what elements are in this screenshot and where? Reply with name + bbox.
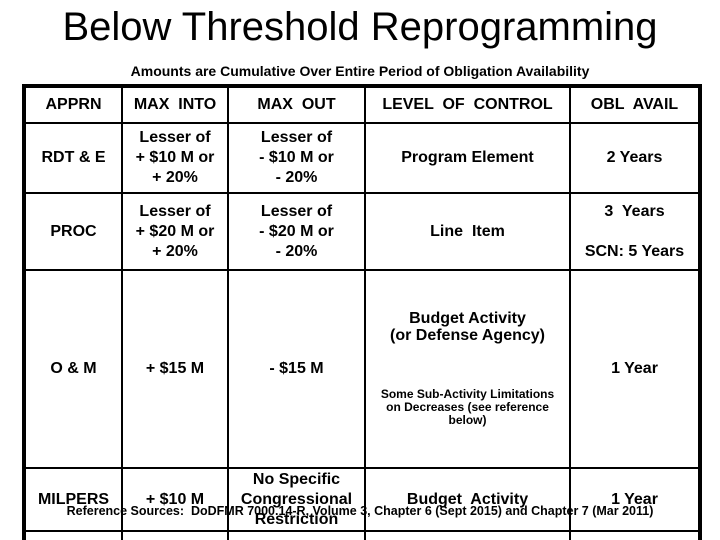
cell-apprn: MILCON	[23, 530, 123, 540]
cell-apprn: MILPERS	[23, 467, 123, 533]
cell-obl-avail: 2 Years	[569, 122, 701, 194]
table-row-milpers: MILPERS + $10 M No Specific Congressiona…	[23, 467, 701, 533]
cell-obl-avail: 3 Years SCN: 5 Years	[569, 192, 701, 271]
control-main-text: Budget Activity (or Defense Agency)	[390, 310, 545, 344]
header-max-out: MAX OUT	[227, 85, 366, 124]
reference-sources-note: Reference Sources: DoDFMR 7000.14-R, Vol…	[66, 504, 654, 518]
cell-apprn: PROC	[23, 192, 123, 271]
cell-max-into: + $10 M	[121, 467, 229, 533]
header-apprn: APPRN	[23, 85, 123, 124]
cell-apprn: O & M	[23, 268, 123, 470]
btr-table: APPRN MAX INTO MAX OUT LEVEL OF CONTROL …	[22, 84, 702, 540]
cell-obl-avail: 1 Year	[569, 467, 701, 533]
control-note-text: Some Sub-Activity Limitations on Decreas…	[380, 386, 555, 427]
header-max-into: MAX INTO	[121, 85, 229, 124]
table-row-rdte: RDT & E Lesser of + $10 M or + 20% Lesse…	[23, 122, 701, 194]
cell-level-of-control: Budget Activity (or Defense Agency) Some…	[364, 268, 571, 470]
cell-level-of-control: Line Item	[364, 192, 571, 271]
cell-level-of-control: Program Element	[364, 122, 571, 194]
cell-max-out: No Specific Congressional Restriction	[227, 530, 366, 540]
cell-max-out: No Specific Congressional Restriction	[227, 467, 366, 533]
cell-obl-avail: 5 Years	[569, 530, 701, 540]
header-obl-avail: OBL AVAIL	[569, 85, 701, 124]
cell-max-out: Lesser of - $10 M or - 20%	[227, 122, 366, 194]
table-row-milcon: MILCON Lesser of + $2 M + 25 % No Specif…	[23, 530, 701, 540]
cell-max-out: Lesser of - $20 M or - 20%	[227, 192, 366, 271]
table-row-om: O & M + $15 M - $15 M Budget Activity (o…	[23, 268, 701, 470]
cell-apprn: RDT & E	[23, 122, 123, 194]
cell-max-out: - $15 M	[227, 268, 366, 470]
cell-obl-avail: 1 Year	[569, 268, 701, 470]
cell-max-into: Lesser of + $10 M or + 20%	[121, 122, 229, 194]
cell-max-into: + $15 M	[121, 268, 229, 470]
slide-subtitle: Amounts are Cumulative Over Entire Perio…	[130, 63, 590, 79]
slide-title: Below Threshold Reprogramming	[62, 5, 658, 49]
cell-level-of-control: Project	[364, 530, 571, 540]
table-header-row: APPRN MAX INTO MAX OUT LEVEL OF CONTROL …	[23, 85, 701, 124]
cell-level-of-control: Budget Activity	[364, 467, 571, 533]
cell-max-into: Lesser of + $20 M or + 20%	[121, 192, 229, 271]
header-level-of-control: LEVEL OF CONTROL	[364, 85, 571, 124]
cell-max-into: Lesser of + $2 M + 25 %	[121, 530, 229, 540]
table-row-proc: PROC Lesser of + $20 M or + 20% Lesser o…	[23, 192, 701, 271]
